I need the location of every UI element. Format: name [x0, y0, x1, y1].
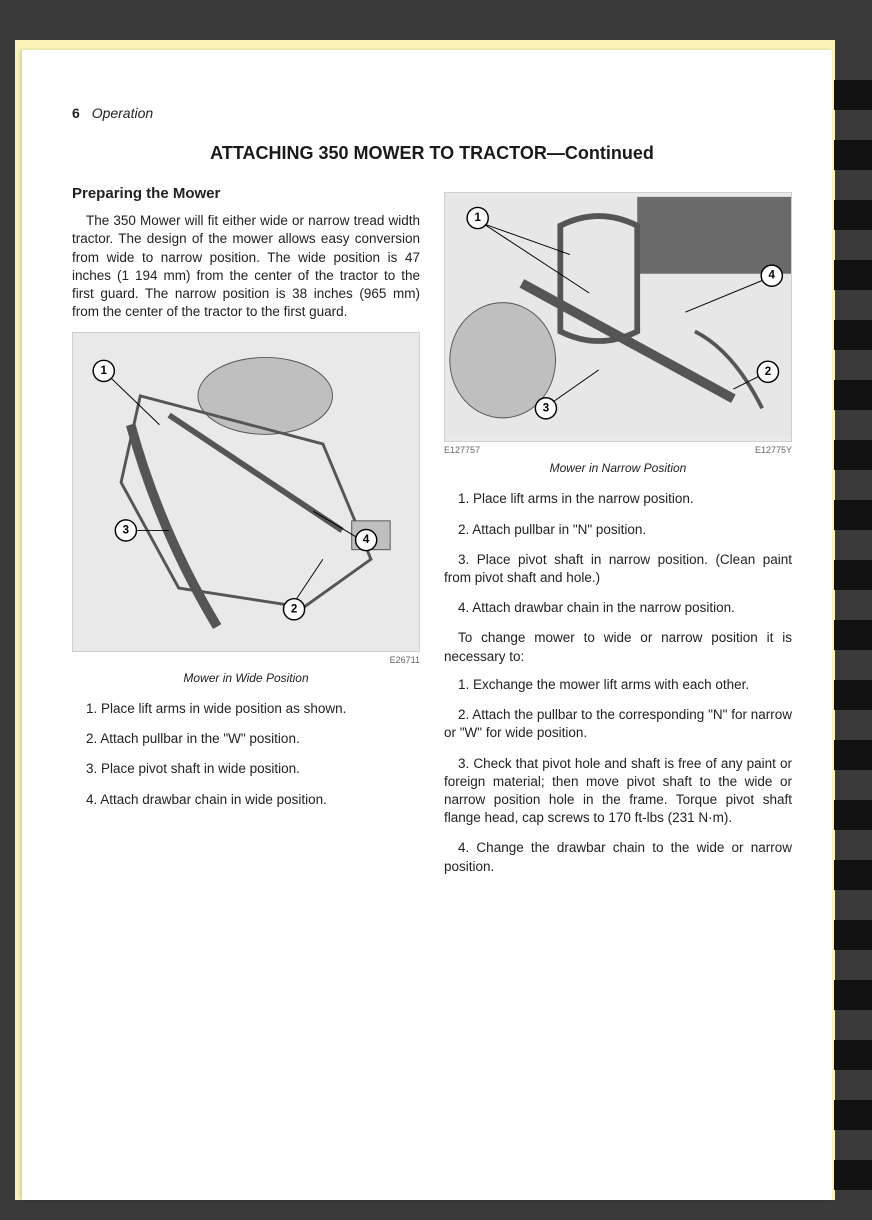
left-step-1: 1. Place lift arms in wide position as s…	[72, 700, 420, 718]
right-b-step-3: 3. Check that pivot hole and shaft is fr…	[444, 755, 792, 828]
right-a-step-4: 4. Attach drawbar chain in the narrow po…	[444, 599, 792, 617]
svg-text:1: 1	[474, 212, 481, 224]
figure-narrow-image: 1 2 3 4	[444, 192, 792, 442]
right-bridge: To change mower to wide or narrow positi…	[444, 629, 792, 665]
right-b-step-4: 4. Change the drawbar chain to the wide …	[444, 839, 792, 875]
right-a-step-2: 2. Attach pullbar in "N" position.	[444, 521, 792, 539]
figure-wide-caption: Mower in Wide Position	[72, 670, 420, 686]
page-header: 6 Operation	[72, 105, 792, 121]
figure-narrow-caption: Mower in Narrow Position	[444, 460, 792, 476]
two-column-layout: Preparing the Mower The 350 Mower will f…	[72, 184, 792, 888]
spiral-binding	[834, 80, 872, 1220]
svg-text:2: 2	[765, 366, 771, 378]
figure-wide-image: 1 2 3 4	[72, 332, 420, 652]
svg-text:3: 3	[123, 524, 129, 536]
right-b-step-2: 2. Attach the pullbar to the correspondi…	[444, 706, 792, 742]
figure-narrow-code-left: E127757	[444, 444, 480, 456]
figure-wide-position: 1 2 3 4 E26711 Mower in Wide Position	[72, 332, 420, 686]
svg-text:4: 4	[769, 270, 776, 282]
right-a-step-1: 1. Place lift arms in the narrow positio…	[444, 490, 792, 508]
right-a-step-3: 3. Place pivot shaft in narrow position.…	[444, 551, 792, 587]
section-name: Operation	[92, 105, 153, 121]
svg-text:3: 3	[543, 402, 549, 414]
figure-narrow-code-right: E12775Y	[755, 444, 792, 456]
left-subhead: Preparing the Mower	[72, 184, 420, 204]
svg-text:1: 1	[101, 364, 108, 376]
left-step-2: 2. Attach pullbar in the "W" position.	[72, 730, 420, 748]
page-number: 6	[72, 105, 80, 121]
right-b-step-1: 1. Exchange the mower lift arms with eac…	[444, 676, 792, 694]
figure-wide-code: E26711	[72, 654, 420, 666]
left-column: Preparing the Mower The 350 Mower will f…	[72, 184, 420, 888]
page-title: ATTACHING 350 MOWER TO TRACTOR—Continued	[72, 143, 792, 164]
left-step-3: 3. Place pivot shaft in wide position.	[72, 760, 420, 778]
svg-text:2: 2	[291, 603, 297, 615]
left-step-4: 4. Attach drawbar chain in wide position…	[72, 791, 420, 809]
figure-narrow-position: 1 2 3 4 E127757 E12775Y Mower in Narrow …	[444, 192, 792, 476]
left-intro: The 350 Mower will fit either wide or na…	[72, 212, 420, 321]
svg-text:4: 4	[363, 534, 370, 546]
manual-page: 6 Operation ATTACHING 350 MOWER TO TRACT…	[22, 50, 832, 1200]
right-column: 1 2 3 4 E127757 E12775Y Mower in Narrow …	[444, 184, 792, 888]
